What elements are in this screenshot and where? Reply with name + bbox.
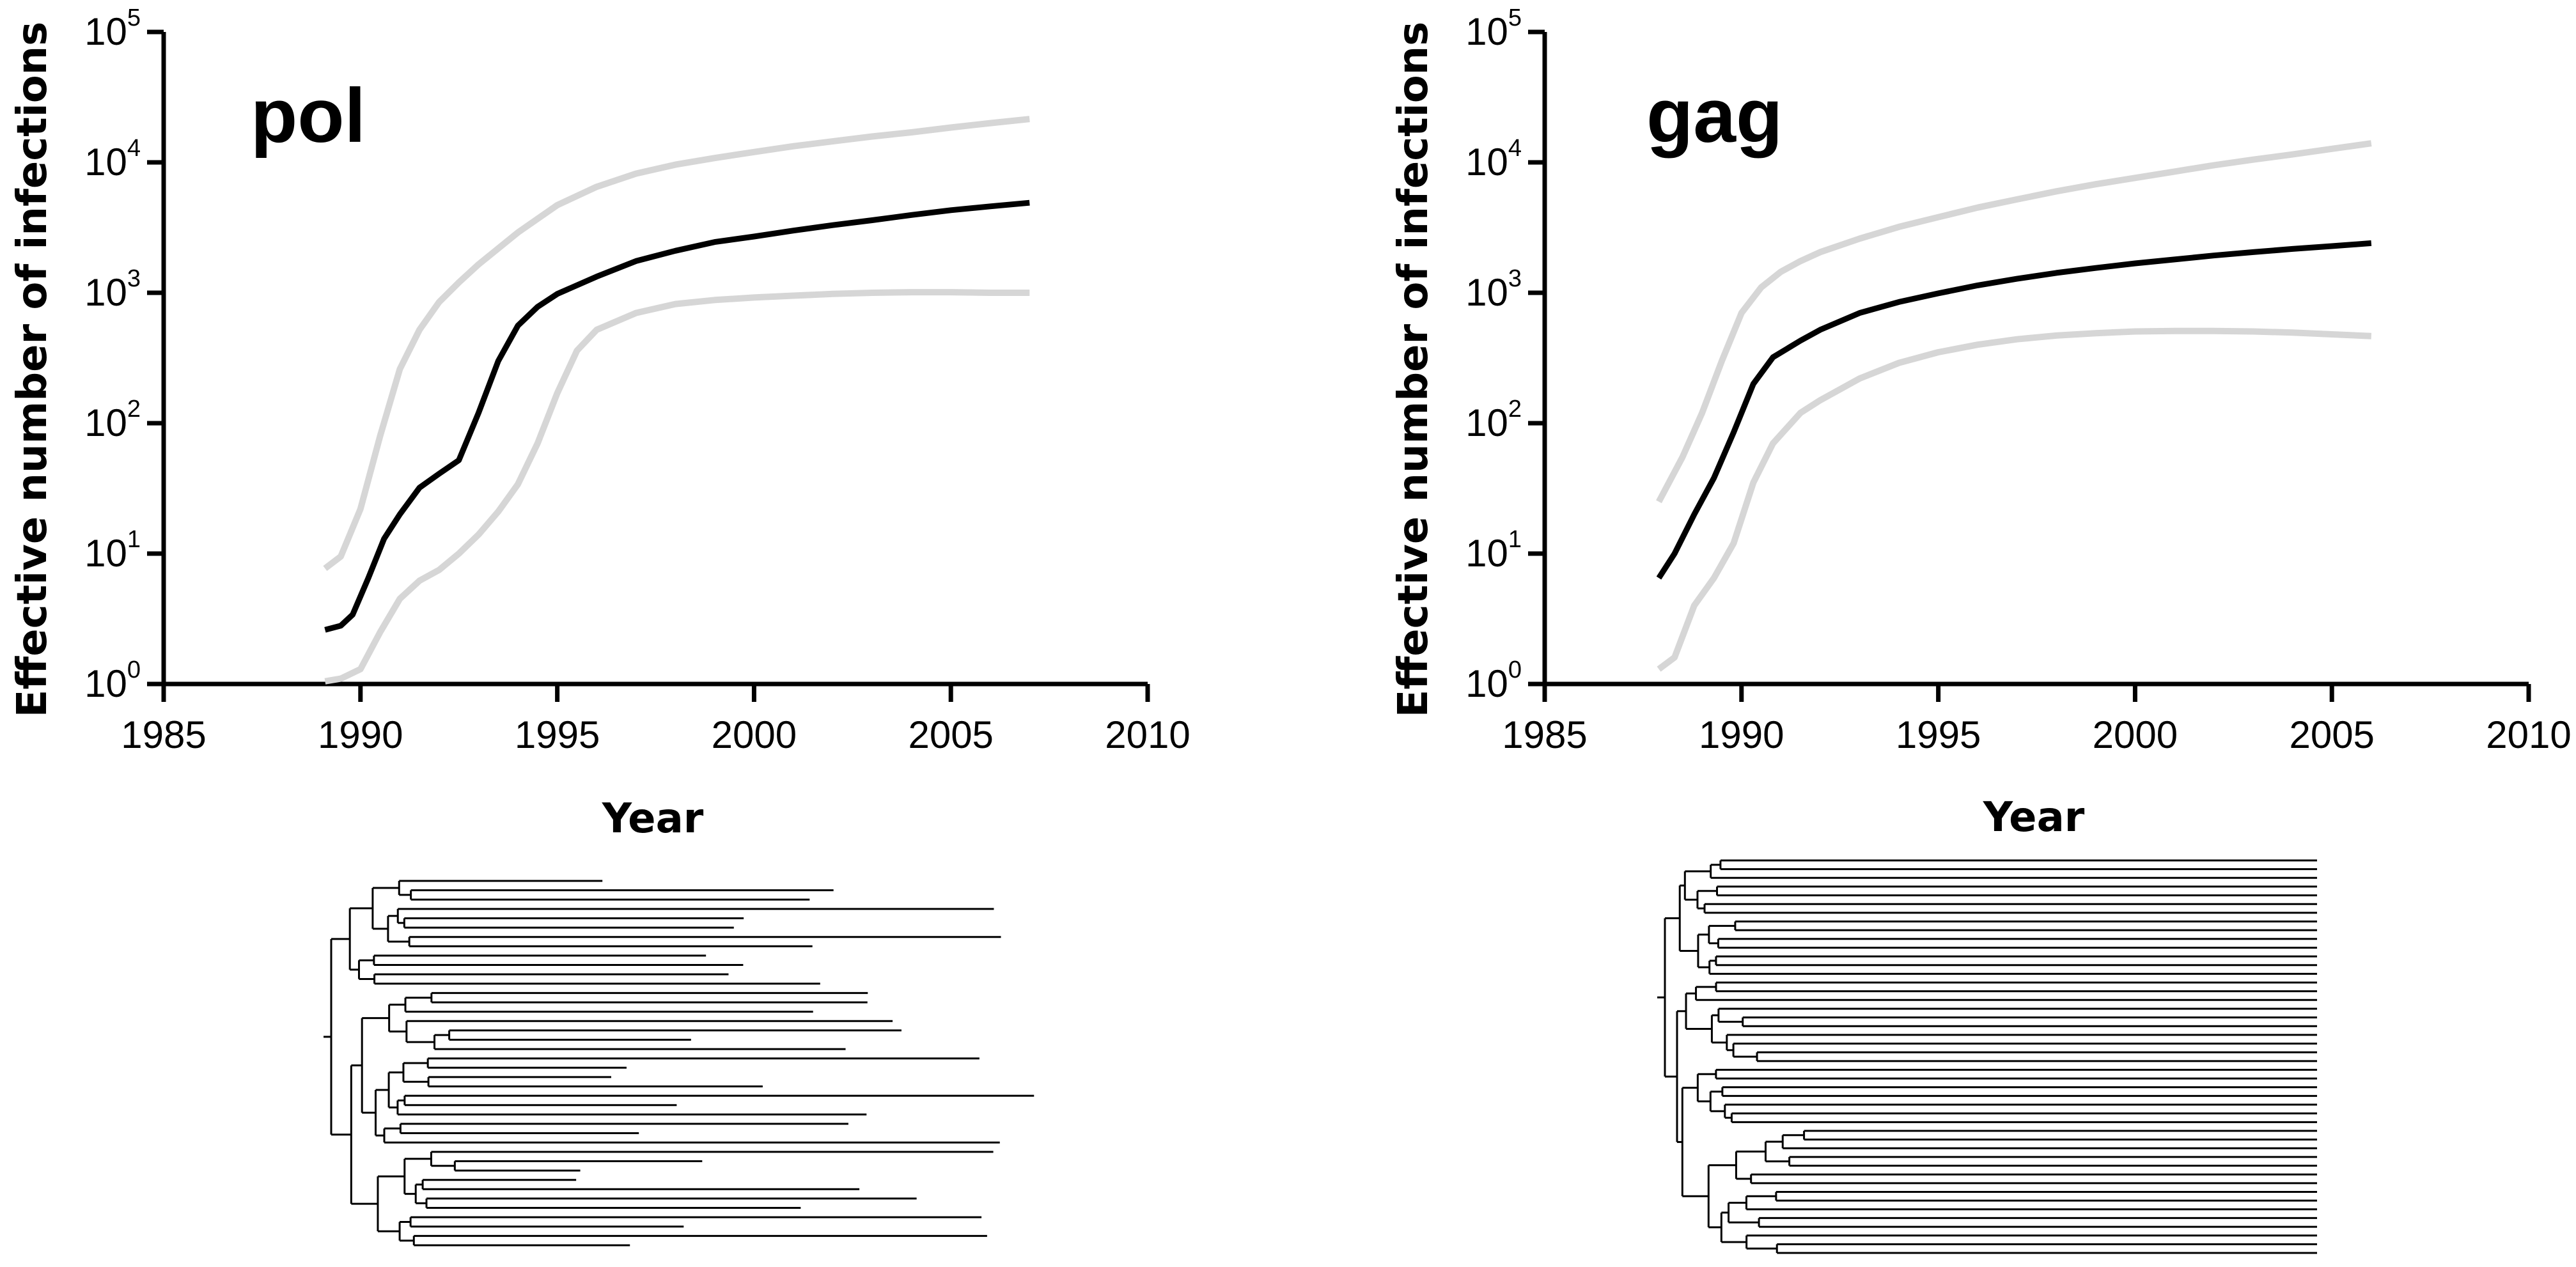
x-tick-label: 2005 [2289,713,2374,756]
x-tick-label: 2010 [1105,713,1190,756]
x-tick-label: 2005 [908,713,993,756]
y-tick-label: 100 [84,657,141,705]
y-tick-label: 102 [1465,396,1522,444]
y-axis-title: Effective number of infections [9,22,56,718]
y-tick-label: 104 [1465,135,1522,183]
y-tick-label: 102 [84,396,141,444]
x-axis-title: Year [602,795,704,843]
panel-label: gag [1646,73,1783,159]
y-tick-label: 103 [84,265,141,314]
x-tick-label: 1995 [1896,713,1981,756]
gag-panel: Effective number of infections gag Year … [1390,4,2572,841]
lower-interval-line [1657,327,2372,672]
y-tick-label: 104 [84,135,141,183]
y-tick-label: 103 [1465,265,1522,314]
upper-interval-line [1656,140,2372,504]
x-tick-label: 2000 [712,713,797,756]
y-tick-label: 101 [1465,526,1522,575]
lower-interval-line [324,289,1030,685]
upper-interval-line [323,116,1030,571]
x-tick-label: 1990 [1699,713,1784,756]
x-tick-label: 2000 [2093,713,2178,756]
y-tick-label: 105 [1465,4,1522,53]
x-tick-label: 1985 [1502,713,1587,756]
y-axis-title: Effective number of infections [1390,22,1437,718]
median-line [1656,240,2372,580]
y-tick-label: 105 [84,4,141,53]
x-tick-label: 1995 [515,713,600,756]
gag-phylogenetic-tree [1657,859,2317,1254]
x-tick-label: 2010 [2486,713,2571,756]
panel-label: pol [251,73,366,159]
x-tick-label: 1985 [121,713,206,756]
x-tick-label: 1990 [318,713,403,756]
y-tick-label: 101 [84,526,141,575]
pol-panel: Effective number of infections pol Year … [9,4,1190,843]
median-line [324,199,1030,633]
x-axis-title: Year [1983,794,2085,841]
pol-phylogenetic-tree [324,880,1034,1247]
y-tick-label: 100 [1465,657,1522,705]
